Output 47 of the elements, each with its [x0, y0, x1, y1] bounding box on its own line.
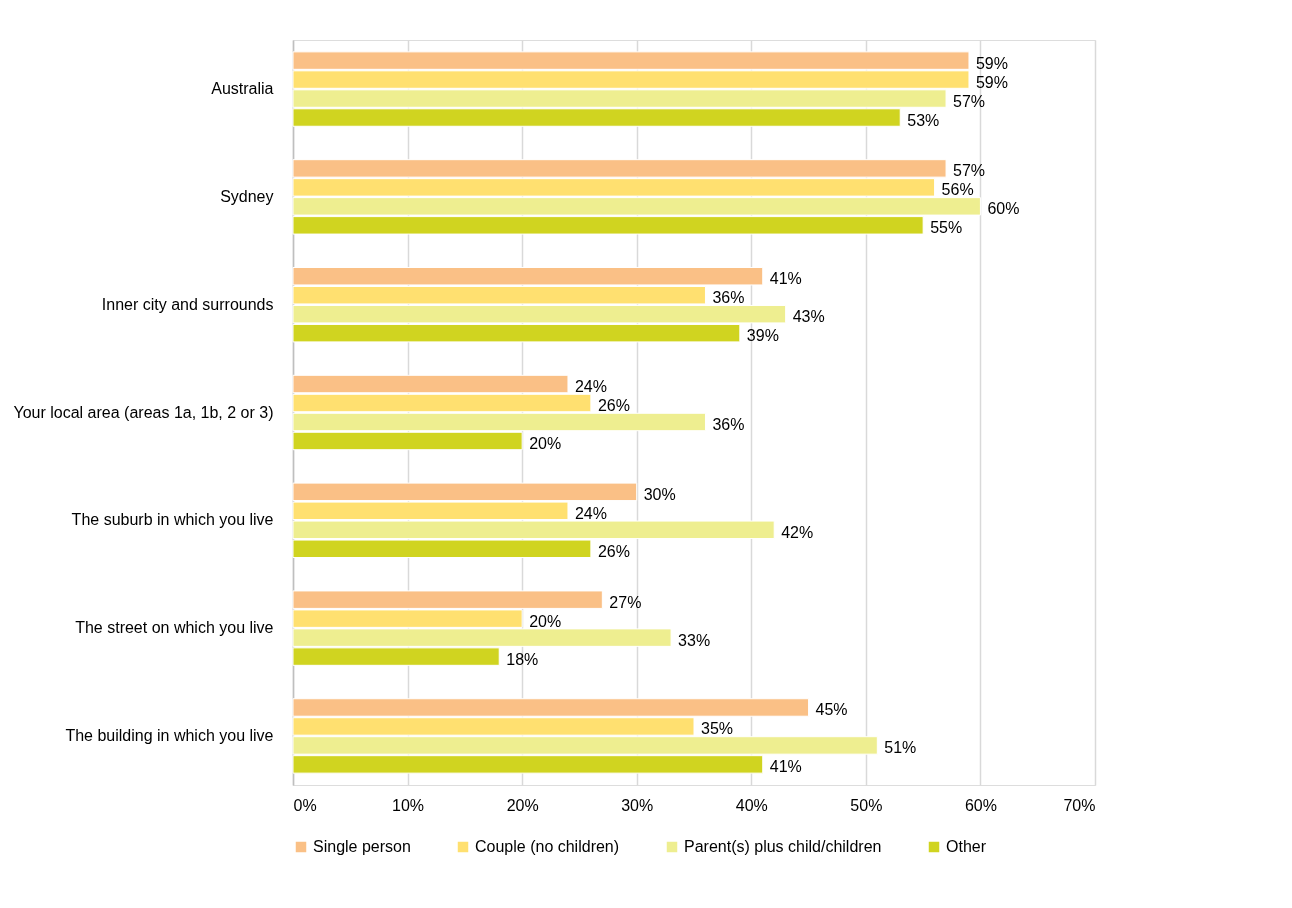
x-tick-label: 70%: [1063, 796, 1096, 814]
y-tick-label: Australia: [211, 80, 274, 98]
data-label: 30%: [643, 485, 676, 503]
data-label: 35%: [701, 720, 734, 738]
y-tick-label: The suburb in which you live: [71, 511, 274, 529]
data-label: 36%: [712, 289, 745, 307]
data-label: 18%: [506, 650, 539, 668]
data-label: 45%: [815, 701, 848, 719]
y-tick-label: Inner city and surrounds: [101, 295, 274, 313]
data-label: 51%: [884, 739, 917, 757]
x-tick-label: 40%: [735, 796, 768, 814]
data-label: 43%: [792, 308, 825, 326]
data-label: 41%: [769, 758, 802, 776]
data-label: 39%: [746, 327, 779, 345]
x-tick-label: 30%: [621, 796, 654, 814]
data-label: 33%: [678, 631, 711, 649]
data-label: 42%: [781, 523, 814, 541]
data-label: 20%: [529, 434, 562, 452]
data-label: 53%: [907, 111, 940, 129]
y-tick-label: Sydney: [220, 187, 274, 205]
y-tick-label: The street on which you live: [75, 619, 274, 637]
data-label: 24%: [574, 504, 607, 522]
x-tick-label: 20%: [506, 796, 539, 814]
x-tick-label: 0%: [293, 796, 317, 814]
x-tick-label: 60%: [964, 796, 997, 814]
y-tick-label: The building in which you live: [65, 726, 274, 744]
data-label: 57%: [953, 92, 986, 110]
data-label: 41%: [769, 270, 802, 288]
data-label: 55%: [930, 219, 963, 237]
data-label: 56%: [941, 181, 974, 199]
y-tick-label: Your local area (areas 1a, 1b, 2 or 3): [13, 403, 274, 421]
legend-label: Couple (no children): [475, 838, 620, 855]
data-label: 36%: [712, 415, 745, 433]
data-label: 57%: [953, 162, 986, 180]
data-label: 27%: [609, 593, 642, 611]
data-label: 24%: [574, 378, 607, 396]
data-label: 59%: [975, 54, 1008, 72]
data-label: 26%: [597, 542, 630, 560]
data-label: 20%: [529, 612, 562, 630]
data-label: 26%: [597, 397, 630, 415]
x-tick-label: 50%: [850, 796, 883, 814]
data-label: 60%: [987, 200, 1020, 218]
data-label: 59%: [975, 73, 1008, 91]
legend-label: Other: [946, 838, 987, 855]
legend-label: Parent(s) plus child/children: [684, 838, 882, 855]
legend-label: Single person: [313, 838, 411, 855]
x-tick-label: 10%: [392, 796, 425, 814]
